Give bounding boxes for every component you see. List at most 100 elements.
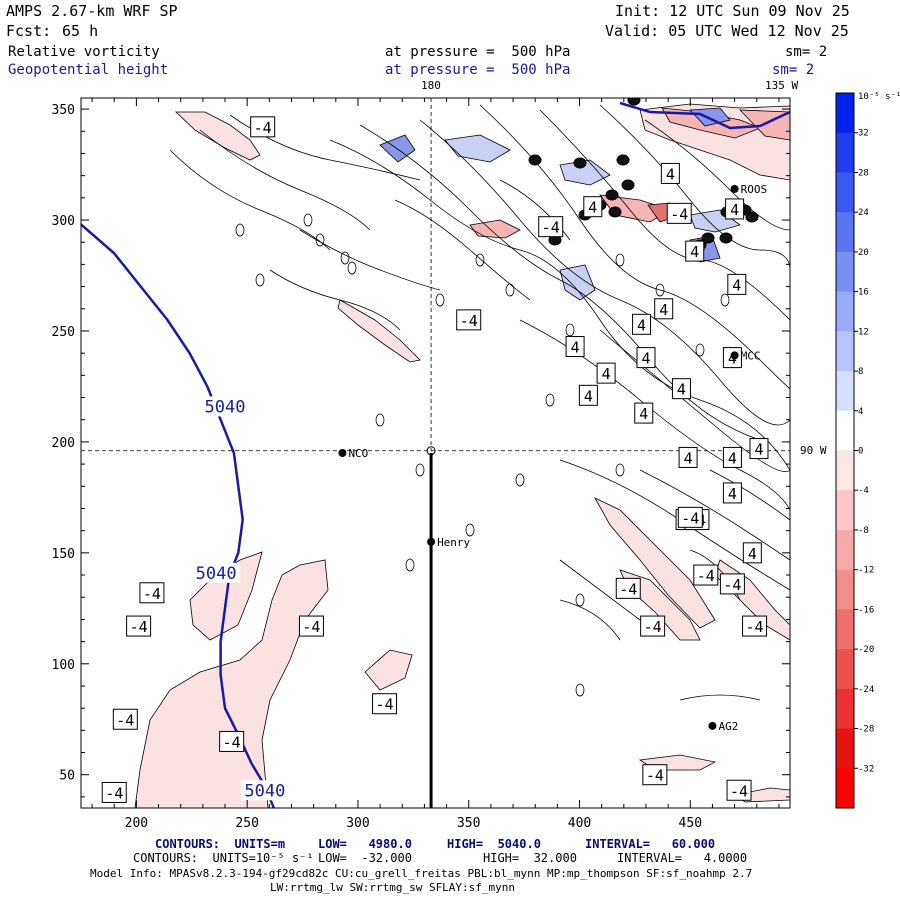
vorticity-contour — [545, 393, 555, 407]
colorbar-unit: 10⁻⁵ s⁻¹ — [858, 92, 900, 102]
vorticity-contour — [415, 463, 425, 477]
vorticity-label: 4 — [728, 485, 737, 503]
colorbar-tick-label: 20 — [858, 248, 869, 258]
negative-vorticity-region — [174, 111, 261, 161]
positive-vorticity-region — [444, 134, 511, 163]
vorticity-contour — [303, 213, 313, 227]
vorticity-core-marker — [573, 157, 587, 169]
height-contour-label: 5040 — [205, 397, 246, 417]
vorticity-label: 4 — [732, 276, 741, 294]
vorticity-contour — [505, 283, 515, 297]
x-tick-label: 300 — [346, 816, 369, 831]
colorbar-segment — [836, 172, 854, 213]
vorticity-label: 4 — [637, 316, 646, 334]
colorbar-tick-label: -4 — [858, 486, 869, 496]
station-marker — [427, 537, 436, 546]
colorbar-segment — [836, 450, 854, 491]
vorticity-label-box — [725, 198, 745, 220]
south-pole-marker — [426, 446, 436, 456]
colorbar-tick-label: 4 — [858, 407, 863, 417]
vorticity-label-box — [727, 273, 747, 295]
vorticity-contour — [315, 233, 325, 247]
vorticity-contour — [235, 223, 245, 237]
positive-vorticity-region — [689, 209, 741, 233]
x-tick-label: 200 — [125, 816, 148, 831]
vorticity-contour — [394, 199, 531, 301]
vorticity-core-marker — [701, 232, 715, 244]
vorticity-core-marker — [608, 206, 622, 218]
colorbar-tick-label: 16 — [858, 288, 869, 298]
lon-label-180: 180 — [421, 79, 441, 92]
y-tick-label: 100 — [52, 658, 75, 673]
footer-height-high: HIGH= 5040.0 — [447, 837, 541, 851]
y-tick-label: 150 — [52, 547, 75, 562]
positive-vorticity-region — [559, 264, 596, 301]
y-tick-label: 50 — [59, 769, 75, 784]
negative-vorticity-region — [594, 497, 716, 629]
vorticity-label: -4 — [644, 618, 662, 636]
vorticity-contour — [655, 283, 665, 297]
vorticity-label: -4 — [130, 618, 148, 636]
station-label-henry: Henry — [437, 536, 470, 549]
negative-vorticity-core — [469, 219, 521, 239]
negative-vorticity-region — [134, 559, 329, 808]
colorbar-segment — [836, 768, 854, 809]
vorticity-contour — [419, 119, 790, 426]
vorticity-contour — [575, 683, 585, 697]
vorticity-contour — [695, 343, 705, 357]
station-label-mcc: MCC — [741, 349, 761, 362]
colorbar-segment — [836, 212, 854, 253]
colorbar-segment — [836, 490, 854, 531]
field2-level: at pressure = 500 hPa — [385, 62, 571, 78]
vorticity-label-box — [722, 482, 742, 504]
colorbar-tick-label: 32 — [858, 129, 869, 139]
vorticity-label-box — [583, 196, 603, 218]
vorticity-contour — [599, 329, 790, 472]
vorticity-label-box — [596, 362, 616, 384]
vorticity-contour — [644, 119, 790, 231]
colorbar-segment — [836, 609, 854, 650]
vorticity-label-box — [636, 347, 656, 369]
vorticity-core-marker — [621, 179, 635, 191]
vorticity-contour — [565, 323, 575, 337]
colorbar-segment — [836, 93, 854, 134]
vorticity-label-box — [678, 446, 698, 468]
vorticity-contour — [559, 599, 621, 641]
vorticity-contour — [435, 293, 445, 307]
vorticity-label-box — [250, 116, 276, 138]
colorbar-segment — [836, 410, 854, 451]
vorticity-core-marker — [616, 154, 630, 166]
vorticity-contour — [340, 251, 350, 265]
vorticity-label: -4 — [730, 782, 748, 800]
forecast-label: Fcst: — [6, 22, 52, 40]
vorticity-label-box — [615, 577, 641, 599]
vorticity-label: -4 — [254, 119, 272, 137]
colorbar-tick-label: -32 — [858, 764, 874, 774]
station-label-nco: NCO — [348, 447, 368, 460]
vorticity-label-box — [538, 216, 564, 238]
colorbar-tick-label: -20 — [858, 645, 874, 655]
station-label-roos: ROOS — [741, 183, 768, 196]
vorticity-label: -4 — [302, 618, 320, 636]
footer-height-low: LOW= 4980.0 — [318, 837, 412, 851]
station-marker — [338, 449, 347, 457]
station-marker — [730, 184, 739, 193]
colorbar-segment — [836, 291, 854, 332]
vorticity-label-box — [671, 378, 691, 400]
vorticity-label: -4 — [746, 618, 764, 636]
colorbar-tick-label: -24 — [858, 685, 874, 695]
lon-label-90w: 90 W — [800, 444, 827, 457]
vorticity-label: 4 — [754, 441, 763, 459]
vorticity-core-marker — [605, 189, 619, 201]
vorticity-label: -4 — [460, 312, 478, 330]
vorticity-label-box — [722, 446, 742, 468]
vorticity-label: -4 — [619, 580, 637, 598]
footer-vort-contours: CONTOURS: UNITS=10⁻⁵ s⁻¹ — [133, 851, 314, 865]
vorticity-label: -4 — [681, 509, 699, 527]
vorticity-label: -4 — [646, 767, 664, 785]
footer-model-physics: LW:rrtmg_lw SW:rrtmg_sw SFLAY:sf_mynn — [270, 881, 516, 894]
colorbar-tick-label: 8 — [858, 367, 863, 377]
vorticity-label: -4 — [723, 576, 741, 594]
vorticity-label-box — [640, 615, 666, 637]
height-contour-4980 — [619, 101, 790, 130]
